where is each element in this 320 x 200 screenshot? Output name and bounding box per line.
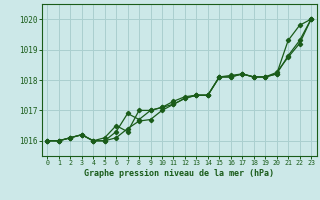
X-axis label: Graphe pression niveau de la mer (hPa): Graphe pression niveau de la mer (hPa)	[84, 169, 274, 178]
